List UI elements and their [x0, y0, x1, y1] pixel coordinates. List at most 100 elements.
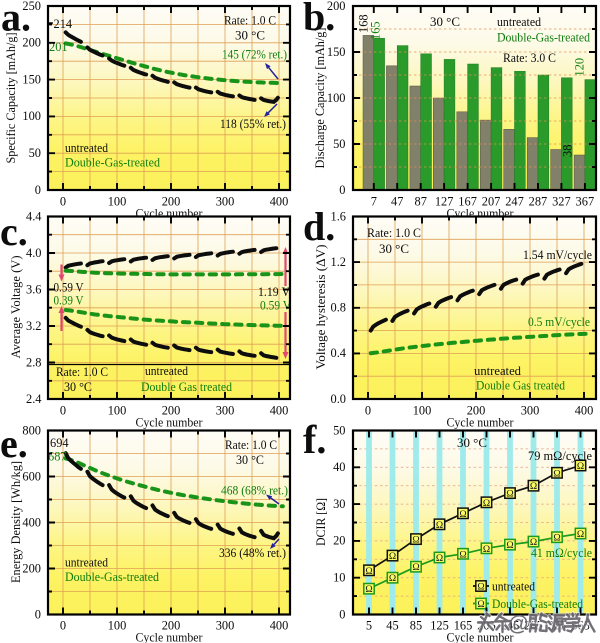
svg-text:2.8: 2.8 — [26, 355, 42, 369]
svg-text:87: 87 — [415, 195, 427, 209]
svg-text:400: 400 — [270, 619, 289, 633]
svg-text:b.: b. — [303, 0, 335, 39]
svg-text:0.39 V: 0.39 V — [54, 294, 84, 308]
svg-text:Energy Density [Wh/kg]: Energy Density [Wh/kg] — [9, 461, 23, 583]
svg-text:200: 200 — [162, 619, 181, 633]
svg-text:400: 400 — [270, 195, 289, 209]
svg-text:Double-Gas-treated: Double-Gas-treated — [492, 597, 584, 611]
svg-text:0.59 V: 0.59 V — [260, 299, 291, 313]
svg-text:200: 200 — [22, 36, 41, 50]
svg-text:50: 50 — [333, 423, 345, 437]
svg-text:41 mΩ/cycle: 41 mΩ/cycle — [531, 546, 592, 560]
svg-text:Ω: Ω — [477, 599, 484, 610]
svg-text:400: 400 — [270, 404, 289, 418]
svg-text:367: 367 — [576, 195, 595, 209]
svg-text:127: 127 — [435, 195, 454, 209]
svg-text:214: 214 — [54, 17, 73, 31]
svg-text:4.0: 4.0 — [26, 246, 42, 260]
svg-text:300: 300 — [216, 195, 235, 209]
svg-text:untreated: untreated — [497, 15, 542, 29]
svg-text:Cycle number: Cycle number — [447, 630, 515, 643]
svg-text:10: 10 — [333, 571, 345, 585]
svg-text:Rate: 1.0 C: Rate: 1.0 C — [225, 438, 277, 452]
svg-text:300: 300 — [216, 619, 235, 633]
svg-text:2.4: 2.4 — [26, 392, 42, 406]
svg-text:Ω: Ω — [477, 582, 484, 593]
svg-text:4.4: 4.4 — [26, 209, 42, 223]
svg-text:Rate: 3.0 C: Rate: 3.0 C — [503, 51, 556, 65]
svg-text:118 (55% ret.): 118 (55% ret.) — [220, 117, 286, 131]
svg-text:Ω: Ω — [577, 529, 584, 540]
svg-text:untreated: untreated — [65, 556, 109, 570]
svg-text:Ω: Ω — [459, 509, 466, 520]
svg-text:Ω: Ω — [436, 553, 443, 564]
svg-text:untreated: untreated — [492, 580, 536, 594]
svg-text:150: 150 — [327, 45, 346, 59]
svg-text:100: 100 — [108, 619, 127, 633]
svg-text:Ω: Ω — [389, 551, 396, 562]
svg-text:Rate: 1.0 C: Rate: 1.0 C — [367, 226, 421, 240]
svg-text:200: 200 — [162, 404, 181, 418]
svg-text:0: 0 — [35, 607, 41, 621]
svg-text:Discharge Capacity [mAh/g]: Discharge Capacity [mAh/g] — [313, 28, 327, 169]
svg-text:0.8: 0.8 — [331, 301, 347, 315]
svg-text:250: 250 — [22, 0, 41, 13]
svg-text:468 (68% ret.): 468 (68% ret.) — [221, 484, 288, 498]
svg-text:Ω: Ω — [483, 498, 490, 509]
svg-text:50: 50 — [333, 137, 345, 151]
svg-text:207: 207 — [482, 195, 501, 209]
svg-text:f.: f. — [303, 417, 326, 462]
svg-text:Ω: Ω — [365, 584, 372, 595]
svg-text:165: 165 — [369, 21, 383, 40]
svg-text:40: 40 — [333, 460, 345, 474]
svg-text:145 (72% ret.): 145 (72% ret.) — [222, 48, 287, 62]
svg-text:100: 100 — [108, 195, 127, 209]
svg-text:Ω: Ω — [459, 549, 466, 560]
svg-text:Ω: Ω — [365, 566, 372, 577]
svg-text:20: 20 — [333, 534, 345, 548]
svg-text:167: 167 — [458, 195, 477, 209]
svg-text:Average Voltage (V): Average Voltage (V) — [9, 256, 23, 359]
svg-text:Ω: Ω — [436, 520, 443, 531]
svg-text:336 (48% ret.): 336 (48% ret.) — [219, 546, 286, 560]
svg-text:100: 100 — [327, 91, 346, 105]
svg-text:85: 85 — [410, 619, 422, 633]
svg-text:Double-Gas-treated: Double-Gas-treated — [497, 31, 591, 45]
svg-text:38: 38 — [561, 145, 575, 157]
svg-text:400: 400 — [22, 515, 41, 529]
svg-text:0.59 V: 0.59 V — [54, 281, 84, 295]
svg-text:e.: e. — [0, 421, 28, 466]
svg-text:0: 0 — [60, 619, 66, 633]
svg-text:100: 100 — [108, 404, 127, 418]
svg-text:0: 0 — [60, 195, 66, 209]
svg-text:0: 0 — [35, 183, 41, 197]
svg-text:Ω: Ω — [530, 481, 537, 492]
svg-text:168: 168 — [357, 14, 371, 33]
svg-text:0.5 mV/cycle: 0.5 mV/cycle — [528, 315, 590, 329]
svg-text:Ω: Ω — [483, 544, 490, 555]
svg-text:Ω: Ω — [506, 489, 513, 500]
svg-text:600: 600 — [22, 469, 41, 483]
svg-text:a.: a. — [1, 0, 31, 40]
svg-text:200: 200 — [467, 404, 486, 418]
svg-text:Double Gas treated: Double Gas treated — [476, 379, 566, 393]
svg-text:Ω: Ω — [389, 573, 396, 584]
svg-text:c.: c. — [0, 209, 28, 254]
svg-text:Cycle number: Cycle number — [136, 415, 204, 430]
svg-text:0.4: 0.4 — [331, 346, 347, 360]
svg-text:125: 125 — [430, 619, 449, 633]
svg-text:0: 0 — [339, 607, 345, 621]
svg-text:100: 100 — [413, 404, 432, 418]
svg-text:30 °C: 30 °C — [379, 242, 409, 256]
svg-text:5: 5 — [366, 619, 372, 633]
svg-text:47: 47 — [391, 195, 403, 209]
svg-text:200: 200 — [327, 0, 346, 13]
svg-text:150: 150 — [22, 72, 41, 86]
svg-text:untreated: untreated — [145, 364, 189, 378]
svg-text:327: 327 — [552, 195, 571, 209]
svg-text:Cycle number: Cycle number — [136, 630, 204, 643]
svg-text:Ω: Ω — [506, 540, 513, 551]
svg-text:3.2: 3.2 — [26, 319, 42, 333]
svg-text:30 °C: 30 °C — [236, 453, 264, 467]
svg-text:untreated: untreated — [65, 141, 109, 155]
